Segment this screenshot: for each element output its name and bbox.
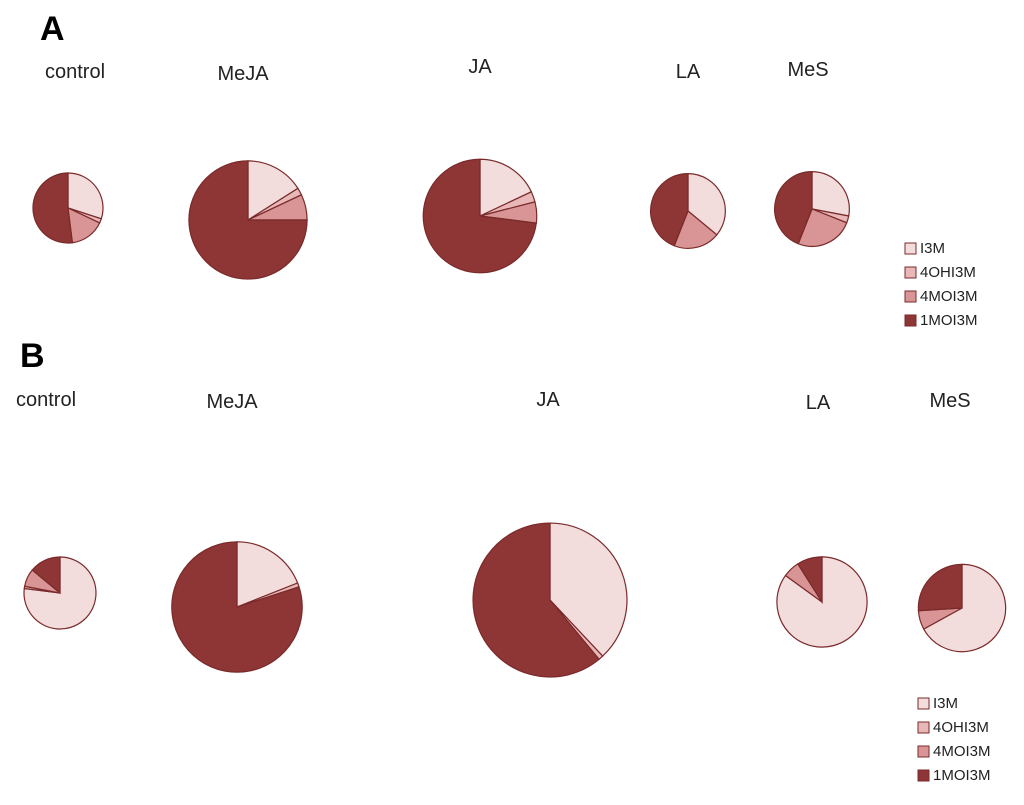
pie-label-a-mes: MeS: [787, 59, 828, 81]
slice-b-meja-1moi3m: [171, 541, 303, 673]
pie-label-b-mes: MeS: [929, 390, 970, 412]
legend-label-a-4ohi3m: 4OHI3M: [920, 264, 976, 281]
legend-swatch-b-4ohi3m: [917, 721, 930, 734]
slice-b-mes-1moi3m: [917, 563, 963, 612]
panel-a-pies: control MeJA JA LA MeS: [32, 56, 850, 280]
legend-label-b-i3m: I3M: [933, 695, 958, 712]
pie-label-b-la: LA: [806, 392, 831, 414]
slice-a-control-i3m: [67, 172, 104, 220]
legend-label-b-1moi3m: 1MOI3M: [933, 767, 991, 784]
legend-swatch-b-1moi3m: [917, 769, 930, 782]
panel-b-legend: I3M 4OHI3M 4MOI3M 1MOI3M: [917, 695, 991, 784]
panel-a-legend: I3M 4OHI3M 4MOI3M 1MOI3M: [904, 240, 978, 329]
legend-swatch-a-i3m: [904, 242, 917, 255]
pie-a-meja: MeJA: [188, 63, 308, 280]
legend-label-a-1moi3m: 1MOI3M: [920, 312, 978, 329]
pie-a-mes: MeS: [774, 59, 850, 247]
legend-swatch-b-i3m: [917, 697, 930, 710]
legend-swatch-b-4moi3m: [917, 745, 930, 758]
slice-b-mes-i3m: [922, 563, 1007, 653]
slice-b-ja-1moi3m: [472, 522, 600, 678]
pie-label-a-ja: JA: [468, 56, 492, 78]
pie-a-control: control: [32, 61, 105, 244]
pie-label-a-la: LA: [676, 61, 701, 83]
pie-b-mes: MeS: [917, 390, 1007, 653]
panel-letter-a: A: [40, 10, 65, 48]
slice-a-mes-1moi3m: [774, 171, 813, 245]
pie-label-b-ja: JA: [536, 389, 560, 411]
slice-b-control-1moi3m: [31, 556, 61, 595]
legend-item-a-4ohi3m: 4OHI3M: [904, 264, 976, 281]
slice-a-ja-1moi3m: [422, 158, 537, 274]
slice-b-ja-i3m: [549, 522, 628, 657]
legend-label-a-i3m: I3M: [920, 240, 945, 257]
legend-item-a-4moi3m: 4MOI3M: [904, 288, 978, 305]
pie-b-ja: JA: [472, 389, 628, 678]
legend-item-b-4ohi3m: 4OHI3M: [917, 719, 989, 736]
slice-a-meja-1moi3m: [188, 160, 308, 280]
legend-label-a-4moi3m: 4MOI3M: [920, 288, 978, 305]
slice-a-la-1moi3m: [650, 173, 689, 247]
pie-label-a-meja: MeJA: [217, 63, 269, 85]
panel-b-pies: control MeJA JA LA MeS: [16, 389, 1007, 678]
pie-b-control: control: [16, 389, 97, 630]
legend-item-b-4moi3m: 4MOI3M: [917, 743, 991, 760]
legend-item-a-1moi3m: 1MOI3M: [904, 312, 978, 329]
slice-b-meja-i3m: [236, 541, 299, 608]
slice-a-control-1moi3m: [32, 172, 74, 244]
pie-b-meja: MeJA: [171, 391, 303, 673]
legend-label-b-4ohi3m: 4OHI3M: [933, 719, 989, 736]
slice-a-ja-i3m: [479, 158, 533, 217]
panel-letter-b: B: [20, 337, 45, 375]
pie-label-a-control: control: [45, 61, 105, 83]
legend-item-b-1moi3m: 1MOI3M: [917, 767, 991, 784]
legend-item-a-i3m: I3M: [904, 240, 945, 257]
slice-a-meja-i3m: [247, 160, 299, 222]
slice-a-mes-i3m: [811, 171, 850, 217]
legend-item-b-i3m: I3M: [917, 695, 958, 712]
slice-b-control-i3m: [23, 556, 97, 630]
pie-a-la: LA: [650, 61, 726, 249]
legend-label-b-4moi3m: 4MOI3M: [933, 743, 991, 760]
pie-a-ja: JA: [422, 56, 538, 274]
legend-swatch-a-1moi3m: [904, 314, 917, 327]
legend-swatch-a-4ohi3m: [904, 266, 917, 279]
pie-label-b-meja: MeJA: [206, 391, 258, 413]
pie-b-la: LA: [776, 392, 868, 648]
slice-b-la-1moi3m: [797, 556, 823, 605]
slice-a-mes-4moi3m: [797, 208, 848, 247]
slice-a-la-i3m: [687, 173, 726, 236]
legend-swatch-a-4moi3m: [904, 290, 917, 303]
pie-label-b-control: control: [16, 389, 76, 411]
